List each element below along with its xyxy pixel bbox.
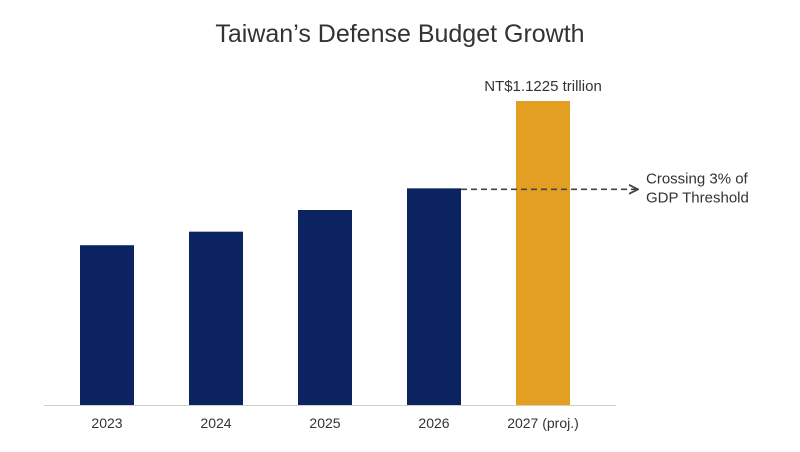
bar-2023 bbox=[80, 245, 134, 405]
x-tick-label: 2023 bbox=[91, 415, 122, 431]
bar-2026 bbox=[407, 188, 461, 405]
annotation-text: GDP Threshold bbox=[646, 189, 749, 206]
annotation-text: Crossing 3% of bbox=[646, 170, 749, 187]
bars-layer bbox=[80, 101, 570, 405]
x-tick-label: 2026 bbox=[418, 415, 449, 431]
x-tick-label: 2024 bbox=[200, 415, 231, 431]
chart-title: Taiwan’s Defense Budget Growth bbox=[215, 20, 584, 48]
x-tick-label: 2025 bbox=[309, 415, 340, 431]
bar-2027 bbox=[516, 101, 570, 405]
bar-2025 bbox=[298, 210, 352, 405]
threshold-annotation: Crossing 3% of GDP Threshold bbox=[461, 170, 749, 206]
data-label: NT$1.1225 trillion bbox=[484, 78, 602, 95]
data-labels: NT$1.1225 trillion bbox=[484, 78, 602, 95]
bar-2024 bbox=[189, 231, 243, 405]
x-tick-labels: 2023 2024 2025 2026 2027 (proj.) bbox=[91, 415, 578, 431]
x-tick-label: 2027 (proj.) bbox=[507, 415, 579, 431]
